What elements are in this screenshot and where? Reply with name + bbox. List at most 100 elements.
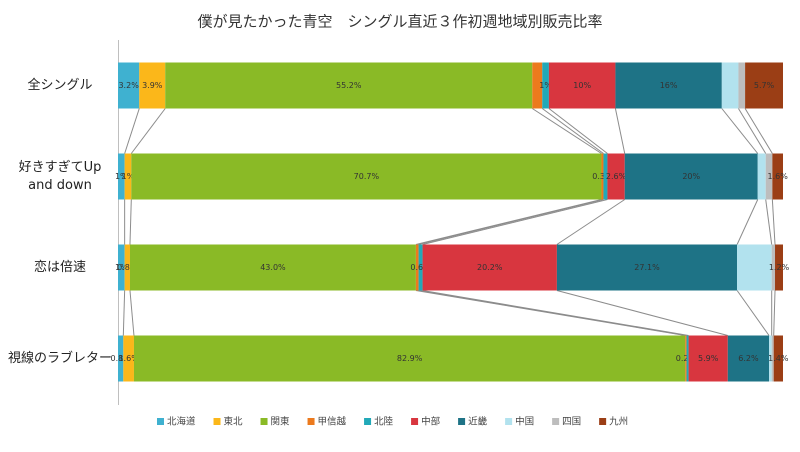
series-line	[422, 199, 608, 245]
legend-swatch	[307, 418, 315, 425]
bar-segment	[415, 244, 419, 291]
bar-segment	[624, 153, 758, 200]
data-label: 0.6%	[410, 263, 431, 272]
bar-segment	[615, 62, 722, 109]
data-label: 5.9%	[698, 354, 719, 363]
series-line	[738, 108, 767, 154]
series-line	[122, 290, 126, 336]
bar-segment	[118, 62, 140, 109]
bar-segment	[737, 244, 772, 291]
series-line	[556, 290, 728, 336]
category-label: 全シングル	[27, 77, 93, 93]
bar-segment	[603, 153, 608, 200]
data-label: 10%	[573, 81, 591, 90]
series-line	[773, 290, 776, 336]
data-label: 55.2%	[336, 81, 362, 90]
data-label: 27.1%	[634, 263, 660, 272]
data-label: 1.4%	[768, 354, 789, 363]
bar-segment	[773, 335, 783, 382]
legend-swatch	[260, 418, 268, 425]
series-line	[556, 199, 626, 245]
series-line	[744, 108, 773, 154]
bar-segment	[757, 153, 766, 200]
bar-segment	[124, 153, 132, 200]
bar-segment	[738, 62, 746, 109]
bar-segment	[745, 62, 783, 109]
data-label: 20.2%	[477, 263, 503, 272]
data-label: 1.6%	[768, 172, 789, 181]
series-lines	[122, 108, 776, 336]
series-line	[736, 199, 759, 245]
bar-segment	[129, 244, 416, 291]
data-label: 0.8%	[117, 263, 138, 272]
series-line	[129, 290, 135, 336]
data-label: 1%	[115, 263, 128, 272]
legend-label: 北陸	[374, 416, 394, 428]
data-label: 1.6%	[118, 354, 139, 363]
bar-segment	[422, 244, 557, 291]
bar-segment	[685, 335, 687, 382]
series-line	[130, 108, 166, 154]
data-label: 0.8%	[110, 354, 131, 363]
bar-segment	[556, 244, 738, 291]
data-label: 1%	[539, 81, 552, 90]
data-label: 43.0%	[260, 263, 286, 272]
bar-segment	[769, 335, 772, 382]
bar-segment	[118, 244, 125, 291]
data-label: 3.9%	[142, 81, 163, 90]
bar-segment	[686, 335, 689, 382]
bar-segment	[765, 153, 773, 200]
data-label: 70.7%	[354, 172, 380, 181]
bar-segment	[124, 244, 130, 291]
bar-segment	[418, 244, 423, 291]
data-label: 2.6%	[606, 172, 627, 181]
bar-segment	[548, 62, 616, 109]
legend-swatch	[458, 418, 466, 425]
legend-swatch	[213, 418, 221, 425]
legend-swatch	[599, 418, 607, 425]
series-line	[736, 290, 770, 336]
legend-label: 中部	[421, 416, 440, 428]
series-line	[771, 199, 776, 245]
legend-swatch	[411, 418, 419, 425]
bar-segment	[118, 153, 125, 200]
legend-label: 東北	[224, 416, 244, 428]
series-line	[418, 199, 604, 245]
bar-segment	[601, 153, 604, 200]
legend-swatch	[505, 418, 513, 425]
bar-segment	[771, 244, 776, 291]
bar-segment	[607, 153, 625, 200]
data-label: 1%	[122, 172, 135, 181]
bar-segment	[123, 335, 134, 382]
data-label: 5.7%	[754, 81, 775, 90]
series-line	[541, 108, 604, 154]
legend-label: 近畿	[468, 416, 488, 428]
category-label: 視線のラブレター	[8, 350, 113, 366]
bar-segment	[133, 335, 686, 382]
legend-label: 中国	[515, 416, 534, 428]
bar-segment	[721, 62, 739, 109]
legend-swatch	[157, 418, 164, 425]
legend-label: 四国	[562, 417, 581, 428]
series-line	[532, 108, 602, 154]
bar-segment	[139, 62, 166, 109]
legend-label: 甲信越	[318, 416, 347, 428]
bar-segment	[118, 335, 124, 382]
series-line	[129, 199, 132, 245]
bar-segment	[532, 62, 543, 109]
legend-label: 関東	[271, 416, 291, 428]
series-line	[422, 290, 689, 336]
category-label: 恋は倍速	[33, 259, 86, 275]
data-label: 1.2%	[769, 263, 790, 272]
data-label: 20%	[682, 172, 700, 181]
series-line	[765, 199, 773, 245]
legend-swatch	[364, 418, 372, 425]
category-label: 好きすぎてUp and down	[18, 159, 102, 193]
bar-segment	[775, 244, 783, 291]
series-line	[721, 108, 759, 154]
series-line	[124, 108, 140, 154]
series-line	[614, 108, 626, 154]
bar-segment	[542, 62, 549, 109]
